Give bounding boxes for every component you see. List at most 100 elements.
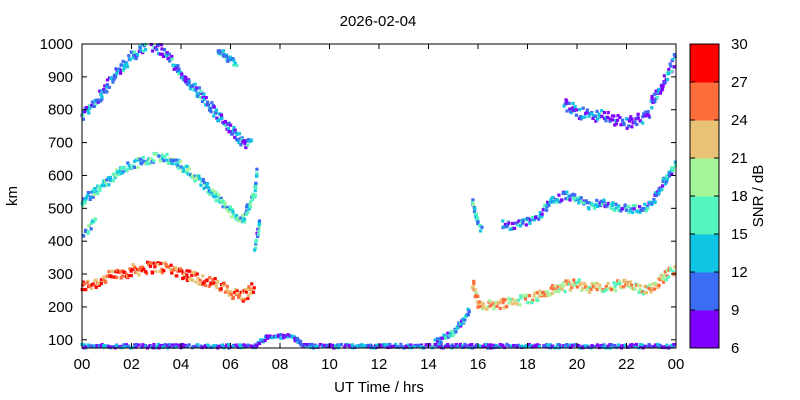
data-point <box>548 292 552 296</box>
data-point <box>243 288 248 292</box>
data-point <box>198 282 202 286</box>
data-point <box>84 228 88 232</box>
data-point <box>657 87 662 92</box>
data-point <box>463 342 467 346</box>
data-point <box>196 345 200 349</box>
data-point <box>615 345 619 349</box>
data-point <box>227 58 231 62</box>
data-point <box>478 344 482 348</box>
data-point <box>473 288 477 292</box>
data-point <box>215 285 219 290</box>
data-point <box>279 333 283 337</box>
data-point <box>593 206 597 210</box>
data-point <box>494 300 498 305</box>
data-point <box>162 269 166 273</box>
data-point <box>225 343 229 347</box>
data-point <box>238 137 242 141</box>
data-point <box>159 43 164 47</box>
data-point <box>537 344 542 349</box>
data-point <box>333 344 337 348</box>
data-point <box>131 263 135 267</box>
data-point <box>466 307 470 311</box>
data-point <box>154 269 158 273</box>
data-point <box>399 342 403 347</box>
data-point <box>615 118 620 122</box>
data-point <box>603 204 607 208</box>
data-point <box>547 203 551 207</box>
data-point <box>587 201 591 205</box>
data-point <box>474 215 478 219</box>
data-point <box>649 99 653 103</box>
data-point <box>574 283 578 287</box>
data-point <box>250 195 254 199</box>
data-point <box>215 194 219 198</box>
data-point <box>481 344 485 348</box>
data-point <box>209 345 213 349</box>
data-point <box>631 204 635 208</box>
data-point <box>585 110 589 114</box>
data-point <box>171 63 175 68</box>
data-point <box>575 280 579 285</box>
data-point <box>619 123 623 127</box>
data-point <box>409 343 413 347</box>
data-point <box>126 161 130 165</box>
data-point <box>474 212 479 216</box>
data-point <box>496 345 500 349</box>
data-point <box>413 345 417 349</box>
data-point <box>87 224 91 228</box>
data-point <box>286 333 290 337</box>
data-point <box>249 291 253 296</box>
data-point <box>134 345 138 349</box>
data-point <box>435 337 439 341</box>
data-point <box>185 269 189 273</box>
data-point <box>103 84 107 88</box>
x-tick-label: 02 <box>123 356 140 373</box>
data-point <box>127 163 131 167</box>
data-point <box>553 289 558 294</box>
data-point <box>91 189 95 193</box>
data-point <box>523 297 528 301</box>
data-point <box>255 167 259 171</box>
data-point <box>650 94 654 99</box>
data-point <box>618 115 622 120</box>
data-point <box>396 345 401 349</box>
data-point <box>433 338 437 342</box>
data-point <box>234 217 238 221</box>
data-point <box>619 284 623 289</box>
data-point <box>187 167 192 171</box>
data-point <box>111 345 115 349</box>
data-point <box>543 293 547 298</box>
data-point <box>249 138 254 142</box>
data-point <box>512 226 517 231</box>
x-tick-label: 16 <box>470 356 487 373</box>
data-point <box>507 221 511 225</box>
data-point <box>598 286 602 290</box>
data-point <box>168 345 172 349</box>
data-point <box>472 209 477 214</box>
data-point <box>310 342 314 347</box>
data-point <box>256 232 261 236</box>
data-point <box>669 64 673 68</box>
data-point <box>231 212 235 216</box>
data-point <box>450 343 454 347</box>
data-point <box>253 193 258 197</box>
data-point <box>137 49 141 53</box>
colorbar-segment <box>690 44 719 83</box>
data-point <box>113 275 117 279</box>
data-point <box>347 343 351 348</box>
data-point <box>181 166 185 170</box>
data-point <box>614 202 618 206</box>
data-point <box>502 306 506 310</box>
data-point <box>612 208 616 212</box>
data-point <box>467 309 471 314</box>
data-point <box>331 343 335 347</box>
data-point <box>621 344 625 348</box>
data-point <box>565 101 570 106</box>
data-point <box>515 345 519 349</box>
data-point <box>266 336 270 340</box>
data-point <box>653 281 657 285</box>
data-point <box>606 111 610 115</box>
data-point <box>137 273 141 277</box>
data-point <box>158 344 163 348</box>
data-point <box>443 345 448 349</box>
